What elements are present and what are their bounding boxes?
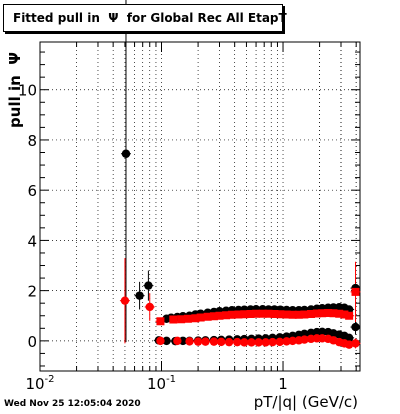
data-point-square <box>156 317 165 326</box>
data-point-square <box>196 313 205 322</box>
data-point-square <box>300 310 309 319</box>
data-point-square <box>329 309 338 318</box>
chart-title: Fitted pull in Ψ for Global Rec All Etap… <box>13 11 287 25</box>
data-point-circle <box>275 337 284 347</box>
data-point-square <box>318 309 327 318</box>
data-point-square <box>264 309 273 318</box>
y-tick-label: 10 <box>18 82 37 100</box>
data-point-circle <box>156 336 165 346</box>
data-points <box>120 149 360 349</box>
data-point-circle <box>217 337 226 347</box>
data-point-square <box>215 311 224 320</box>
data-point-circle <box>288 336 297 346</box>
axis-ticks <box>39 42 360 371</box>
plot-frame <box>39 41 361 372</box>
y-tick-label: 4 <box>27 232 37 250</box>
x-axis-label: pT/|q| (GeV/c) <box>253 393 358 411</box>
data-point-square <box>169 315 178 324</box>
data-point-square <box>270 309 279 318</box>
data-point-square <box>252 309 261 318</box>
y-axis-label-box: pull in Ψ <box>6 40 24 140</box>
data-point-circle <box>240 338 249 347</box>
data-point-circle <box>282 337 291 346</box>
y-tick-label: 2 <box>27 283 37 301</box>
y-axis-label: pull in Ψ <box>6 52 24 128</box>
x-tick-label: 10-1 <box>147 374 176 393</box>
data-point-circle <box>185 337 194 346</box>
timestamp: Wed Nov 25 12:05:04 2020 <box>4 399 141 409</box>
y-tick-label: 0 <box>27 333 37 351</box>
data-point-square <box>351 287 360 296</box>
data-point-circle <box>224 337 234 347</box>
data-point-circle <box>145 302 154 312</box>
data-point-square <box>191 314 200 323</box>
data-point-circle <box>344 340 354 349</box>
data-point-circle <box>268 337 277 347</box>
data-point-square <box>222 311 231 320</box>
data-point-square <box>276 310 285 319</box>
data-point-circle <box>135 291 144 300</box>
x-tick-label: 1 <box>278 375 288 393</box>
data-point-circle <box>254 338 263 347</box>
data-point-square <box>227 310 236 319</box>
data-point-square <box>312 309 321 318</box>
data-point-square <box>294 310 303 319</box>
y-tick-label: 8 <box>27 132 37 150</box>
data-point-square <box>177 315 186 324</box>
data-point-square <box>203 312 212 321</box>
data-point-circle <box>300 335 309 344</box>
data-point-square <box>345 311 354 320</box>
data-point-circle <box>173 336 182 346</box>
data-point-circle <box>344 333 354 343</box>
data-point-square <box>183 314 192 323</box>
x-tick-label: 10-2 <box>25 374 54 393</box>
title-box: Fitted pull in Ψ for Global Rec All Etap… <box>3 4 287 32</box>
data-point-circle <box>121 149 131 158</box>
data-point-square <box>324 308 333 317</box>
data-point-circle <box>193 337 203 346</box>
data-point-circle <box>261 338 270 347</box>
data-point-square <box>258 309 267 318</box>
data-point-circle <box>209 337 219 346</box>
data-point-circle <box>351 322 360 332</box>
y-tick-label: 6 <box>27 182 37 200</box>
data-point-square <box>246 309 255 318</box>
data-point-circle <box>317 327 327 337</box>
data-point-circle <box>201 337 210 346</box>
data-point-circle <box>162 336 171 346</box>
data-point-square <box>335 309 344 318</box>
data-point-circle <box>233 337 242 347</box>
data-point-square <box>240 310 249 319</box>
data-point-circle <box>120 296 130 305</box>
data-point-square <box>288 310 297 319</box>
data-point-square <box>234 310 243 319</box>
data-point-circle <box>300 329 309 339</box>
data-point-square <box>307 309 316 318</box>
data-point-square <box>340 310 349 319</box>
grid-lines <box>39 42 360 371</box>
data-point-circle <box>351 339 360 348</box>
data-point-square <box>209 312 218 321</box>
data-point-circle <box>247 338 256 347</box>
data-point-square <box>282 310 291 319</box>
data-point-circle <box>144 281 153 290</box>
